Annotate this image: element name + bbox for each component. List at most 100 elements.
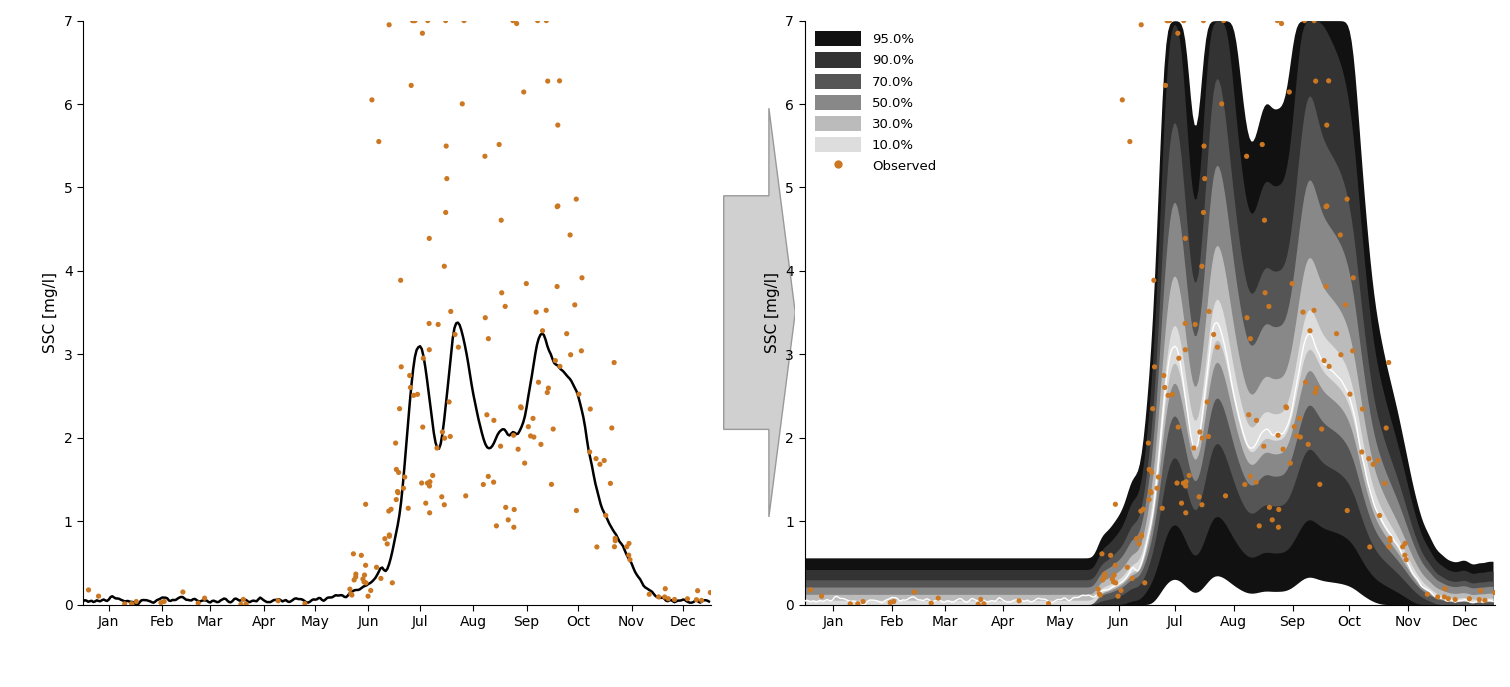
Point bbox=[521, 413, 545, 424]
Point bbox=[515, 278, 539, 289]
Point bbox=[344, 569, 368, 580]
Polygon shape bbox=[723, 108, 796, 517]
Point bbox=[1129, 530, 1154, 541]
Point bbox=[548, 361, 572, 372]
Point bbox=[402, 390, 426, 401]
Point bbox=[234, 598, 258, 609]
Point bbox=[1457, 594, 1481, 605]
Point bbox=[489, 440, 513, 451]
Point bbox=[399, 382, 423, 393]
Point bbox=[494, 502, 518, 513]
Point bbox=[602, 535, 627, 546]
Point bbox=[1315, 120, 1339, 131]
Point bbox=[1173, 344, 1197, 355]
Point bbox=[1392, 550, 1416, 561]
Point bbox=[338, 588, 362, 599]
Point bbox=[1267, 521, 1291, 532]
Point bbox=[438, 431, 462, 442]
Point bbox=[882, 596, 906, 607]
Point bbox=[569, 346, 593, 357]
Point bbox=[1102, 570, 1126, 581]
Point bbox=[340, 589, 364, 600]
Point bbox=[518, 431, 542, 442]
Point bbox=[1178, 470, 1202, 481]
Point bbox=[686, 585, 710, 596]
Point bbox=[349, 550, 373, 561]
Point bbox=[1293, 15, 1317, 26]
Point bbox=[378, 530, 402, 541]
Point bbox=[1090, 548, 1114, 559]
Point bbox=[1182, 442, 1206, 453]
Point bbox=[384, 494, 408, 505]
Point bbox=[1145, 483, 1169, 494]
Point bbox=[530, 325, 554, 336]
Point bbox=[439, 306, 464, 317]
Point bbox=[411, 352, 435, 363]
Point bbox=[442, 329, 467, 340]
Point bbox=[541, 424, 565, 435]
Point bbox=[544, 355, 568, 366]
Point bbox=[516, 421, 541, 432]
Point bbox=[1265, 15, 1290, 26]
Point bbox=[657, 593, 681, 604]
Point bbox=[1190, 499, 1214, 510]
Point bbox=[489, 287, 513, 298]
Point bbox=[1193, 173, 1217, 184]
Point bbox=[1265, 430, 1290, 441]
Point bbox=[1253, 287, 1277, 298]
Point bbox=[1173, 476, 1197, 487]
Point bbox=[1205, 341, 1229, 352]
Point bbox=[433, 207, 458, 218]
Point bbox=[359, 94, 384, 105]
Point bbox=[1302, 15, 1326, 26]
Point bbox=[525, 15, 550, 26]
Point bbox=[1090, 574, 1114, 585]
Point bbox=[503, 504, 527, 515]
Point bbox=[1007, 595, 1031, 606]
Point bbox=[1086, 584, 1110, 595]
Point bbox=[1160, 389, 1184, 400]
Point bbox=[512, 87, 536, 98]
Point bbox=[1279, 458, 1303, 469]
Point bbox=[1214, 491, 1238, 502]
Point bbox=[1294, 376, 1318, 387]
Point bbox=[1116, 562, 1140, 573]
Point bbox=[1235, 312, 1259, 323]
Point bbox=[559, 229, 583, 240]
Point bbox=[1252, 440, 1276, 451]
Point bbox=[1089, 589, 1113, 600]
Point bbox=[1329, 349, 1353, 360]
Point bbox=[1333, 300, 1357, 311]
Point bbox=[353, 560, 378, 571]
Point bbox=[1277, 87, 1302, 98]
Point bbox=[230, 599, 254, 610]
Point bbox=[879, 597, 903, 608]
Point bbox=[602, 541, 627, 552]
Point bbox=[119, 598, 143, 609]
Point bbox=[86, 591, 110, 602]
Point bbox=[417, 480, 441, 491]
Point bbox=[1391, 541, 1415, 552]
Point bbox=[1335, 194, 1359, 205]
Point bbox=[512, 458, 536, 469]
Point bbox=[536, 76, 560, 87]
Point bbox=[1166, 422, 1190, 433]
Point bbox=[474, 409, 498, 420]
Point bbox=[1312, 355, 1336, 366]
Point bbox=[1104, 499, 1128, 510]
Point bbox=[1357, 541, 1382, 552]
Point bbox=[1142, 275, 1166, 286]
Point bbox=[356, 591, 381, 602]
Point bbox=[77, 585, 101, 596]
Point bbox=[113, 598, 137, 609]
Point bbox=[1244, 477, 1268, 488]
Point bbox=[453, 491, 477, 502]
Point bbox=[1315, 201, 1339, 212]
Point bbox=[293, 598, 317, 609]
Point bbox=[1194, 396, 1219, 407]
Point bbox=[1087, 588, 1111, 599]
Point bbox=[1373, 478, 1397, 489]
Point bbox=[418, 476, 442, 487]
Point bbox=[501, 15, 525, 26]
Point bbox=[577, 447, 601, 458]
